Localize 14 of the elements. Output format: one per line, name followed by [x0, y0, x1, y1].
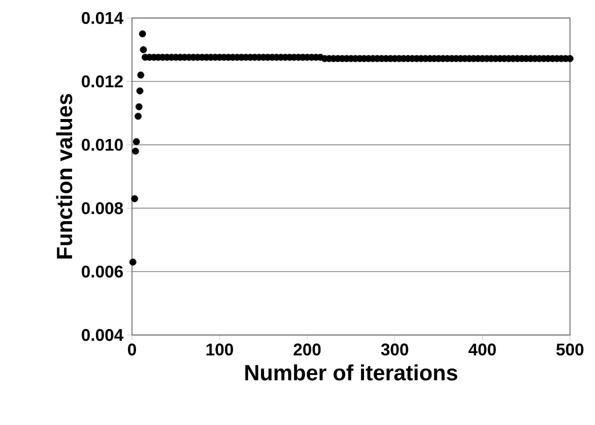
x-tick-label: 100: [206, 344, 234, 356]
y-tick-label: 0.010: [82, 138, 123, 151]
x-axis-title: Number of iterations: [245, 364, 458, 380]
y-tick-label: 0.006: [82, 266, 123, 278]
y-tick-label: 0.014: [82, 12, 124, 24]
x-tick-label: 500: [556, 344, 584, 356]
y-tick-label: 0.012: [82, 75, 123, 88]
x-tick-label: 400: [468, 344, 496, 356]
y-tick-label: 0.008: [82, 202, 123, 214]
x-tick-label: 200: [294, 344, 321, 356]
x-tick-label: 0: [128, 344, 136, 356]
x-tick-label: 300: [381, 344, 408, 356]
y-tick-label: 0.004: [82, 329, 124, 341]
y-axis-title: Function values: [56, 94, 72, 258]
